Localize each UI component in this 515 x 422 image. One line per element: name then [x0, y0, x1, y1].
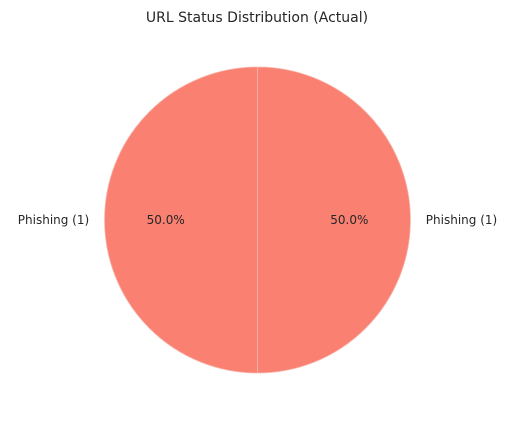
slice-label-1: Phishing (1) [18, 213, 89, 227]
pie-slice-1 [104, 66, 258, 374]
slice-percent-1: 50.0% [147, 213, 185, 227]
pie-slices [104, 66, 411, 374]
slice-percent-2: 50.0% [330, 213, 368, 227]
slice-label-2: Phishing (1) [426, 213, 497, 227]
chart-title: URL Status Distribution (Actual) [146, 10, 368, 26]
pie-slice-2 [257, 66, 411, 374]
pie-labels: Phishing (1) 50.0% Phishing (1) 50.0% [18, 213, 497, 227]
